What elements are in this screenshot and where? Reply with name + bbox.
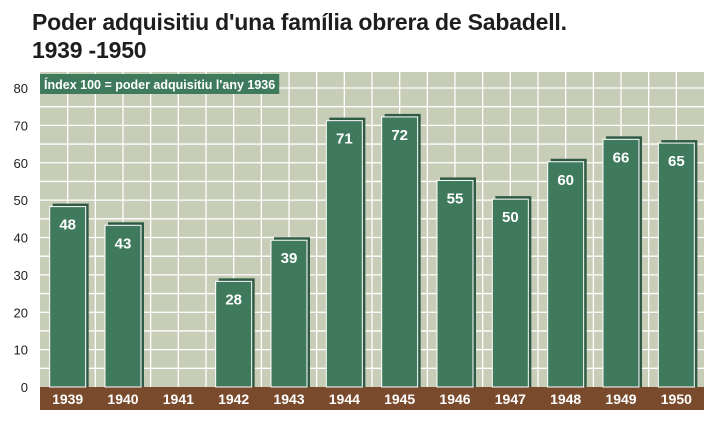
bar: [381, 116, 419, 388]
bar-value-label: 43: [115, 235, 132, 252]
y-tick-label: 20: [14, 305, 28, 320]
bar: [215, 280, 253, 388]
bar: [491, 198, 529, 388]
x-tick-label: 1947: [495, 391, 526, 407]
bar: [270, 239, 308, 388]
x-tick-label: 1942: [218, 391, 249, 407]
bar-value-label: 48: [59, 217, 76, 234]
x-tick-label: 1943: [273, 391, 304, 407]
y-tick-label: 80: [14, 81, 28, 96]
y-tick-label: 70: [14, 118, 28, 133]
x-tick-label: 1940: [107, 391, 138, 407]
y-tick-label: 10: [14, 343, 28, 358]
x-tick-label: 1949: [605, 391, 636, 407]
x-tick-label: 1948: [550, 391, 581, 407]
chart-title-line1: Poder adquisitiu d'una família obrera de…: [32, 9, 567, 35]
y-tick-label: 0: [21, 380, 28, 395]
bar: [325, 120, 363, 388]
bar: [547, 161, 585, 388]
bar: [602, 138, 640, 388]
bar-value-label: 28: [225, 291, 242, 308]
x-tick-label: 1944: [329, 391, 360, 407]
index-note-box: [40, 74, 280, 94]
bar-value-label: 55: [447, 190, 464, 207]
bar-value-label: 39: [281, 250, 298, 267]
chart-title-line2: 1939 -1950: [32, 37, 147, 63]
bar: [49, 206, 87, 388]
y-tick-label: 60: [14, 156, 28, 171]
y-tick-label: 30: [14, 268, 28, 283]
y-tick-label: 50: [14, 193, 28, 208]
bar-value-label: 65: [668, 153, 685, 170]
bar: [104, 224, 142, 388]
x-tick-label: 1941: [163, 391, 194, 407]
chart-title: Poder adquisitiu d'una família obrera de…: [32, 8, 567, 64]
x-tick-label: 1946: [439, 391, 470, 407]
bar-value-label: 71: [336, 131, 353, 148]
bar: [657, 142, 695, 388]
bar-value-label: 72: [391, 127, 408, 144]
x-tick-label: 1950: [661, 391, 692, 407]
x-tick-label: 1945: [384, 391, 415, 407]
y-tick-label: 40: [14, 231, 28, 246]
bar-value-label: 50: [502, 209, 519, 226]
index-note: Índex 100 = poder adquisitiu l'any 1936: [44, 77, 275, 92]
bar: [436, 179, 474, 388]
x-axis-band: [40, 387, 704, 410]
bar-value-label: 60: [557, 172, 574, 189]
x-tick-label: 1939: [52, 391, 83, 407]
bar-value-label: 66: [613, 149, 630, 166]
